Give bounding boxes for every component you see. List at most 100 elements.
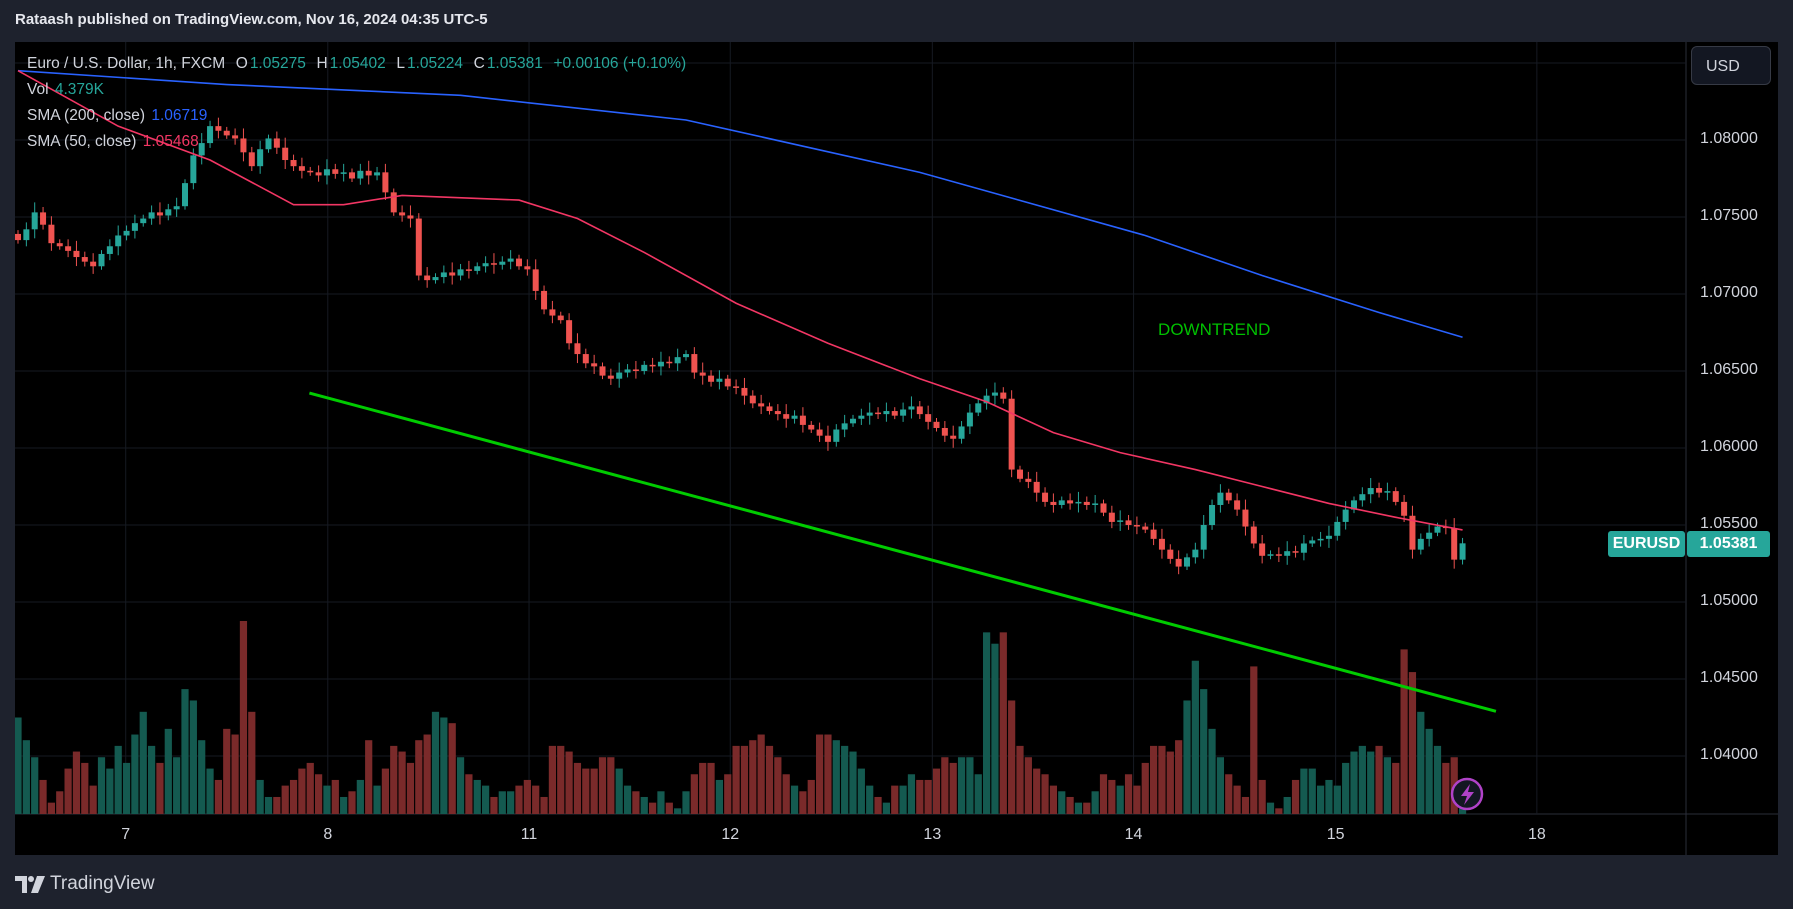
candle-body	[666, 361, 673, 364]
volume-bar	[1124, 774, 1133, 814]
candle-body	[182, 183, 188, 207]
low-label: L	[396, 55, 405, 72]
candle-body	[165, 209, 172, 216]
currency-button[interactable]: USD	[1691, 46, 1771, 85]
candle-body	[549, 309, 556, 316]
volume-bar	[1175, 740, 1183, 814]
volume-bar	[532, 785, 540, 814]
candle-body	[215, 126, 222, 131]
volume-bar	[640, 796, 648, 814]
sma200-label: SMA (200, close)	[27, 107, 146, 124]
volume-bar	[974, 774, 982, 814]
sma200-value: 1.06719	[151, 107, 208, 124]
volume-bar	[874, 796, 882, 814]
volume-bar	[782, 774, 790, 814]
volume-bar	[1208, 728, 1216, 814]
candle-body	[465, 269, 472, 271]
candle-body	[340, 172, 347, 174]
candle-body	[958, 426, 965, 439]
candle-body	[207, 126, 214, 144]
volume-bar	[757, 734, 765, 814]
volume-bar	[448, 723, 456, 814]
volume-bar	[899, 785, 907, 814]
candle-body	[248, 152, 255, 167]
candle-body	[657, 361, 664, 367]
candle-body	[1050, 501, 1057, 505]
candle-body	[140, 218, 147, 224]
candle-body	[925, 414, 932, 422]
candle-body	[591, 363, 598, 367]
candle-body	[624, 369, 631, 373]
candle-body	[1217, 492, 1224, 505]
volume-bar	[1250, 666, 1258, 814]
volume-bar	[323, 785, 331, 814]
event-lightning-icon[interactable]	[1450, 777, 1484, 811]
volume-bar	[114, 745, 122, 814]
candle-body	[532, 269, 539, 291]
high-label: H	[316, 55, 328, 72]
candle-body	[1017, 469, 1023, 479]
candle-body	[774, 411, 781, 415]
close-label: C	[473, 55, 485, 72]
volume-bar	[81, 762, 89, 814]
close-value: 1.05381	[486, 55, 543, 72]
candle-body	[273, 138, 280, 148]
candle-body	[883, 411, 890, 415]
legend-sma200[interactable]: SMA (200, close) 1.06719	[27, 107, 209, 125]
candle-body	[115, 235, 122, 247]
candle-body	[516, 258, 522, 267]
volume-bar	[623, 785, 632, 814]
volume-bar	[423, 734, 431, 814]
candle-body	[440, 272, 447, 278]
volume-bar	[1308, 768, 1316, 814]
volume-bar	[1099, 774, 1108, 814]
candle-body	[900, 409, 907, 416]
volume-bar	[456, 757, 465, 814]
volume-bar	[598, 757, 607, 814]
candle-body	[616, 372, 623, 379]
volume-bar	[22, 740, 30, 814]
volume-bar	[1091, 791, 1099, 814]
volume-bar	[941, 757, 949, 814]
volume-bar	[1433, 745, 1442, 814]
downtrend-annotation[interactable]: DOWNTREND	[1158, 319, 1271, 339]
legend-symbol[interactable]: Euro / U.S. Dollar, 1h, FXCM	[27, 55, 226, 72]
volume-bar	[1342, 762, 1350, 814]
time-tick-label: 11	[520, 826, 538, 843]
candle-body	[691, 354, 698, 373]
candle-body	[1242, 509, 1249, 527]
candle-body	[1192, 549, 1199, 558]
tradingview-logo[interactable]: TradingView	[15, 873, 155, 895]
price-tick-label: 1.06500	[1700, 361, 1758, 378]
candle-body	[507, 258, 514, 262]
candle-body	[1317, 538, 1324, 541]
volume-bar	[97, 757, 106, 814]
candle-body	[198, 143, 205, 156]
volume-bar	[674, 808, 682, 814]
volume-bar	[1283, 796, 1291, 814]
volume-bar	[498, 791, 506, 814]
time-tick-label: 7	[121, 826, 131, 843]
candle-body	[131, 223, 138, 231]
volume-bar	[774, 757, 782, 814]
price-tick-label: 1.07500	[1700, 207, 1758, 224]
candle-body	[1275, 554, 1282, 556]
change-value: +0.00106 (+0.10%)	[553, 55, 687, 72]
candle-body	[1025, 478, 1032, 482]
legend-volume[interactable]: Vol 4.379K	[27, 81, 106, 99]
volume-bar	[957, 757, 966, 814]
volume-bar	[1442, 762, 1450, 814]
candle-body	[240, 138, 247, 153]
legend-sma50[interactable]: SMA (50, close) 1.05468	[27, 133, 201, 151]
volume-bar	[340, 796, 348, 814]
candle-body	[407, 215, 414, 219]
price-tick-label: 1.05000	[1700, 592, 1758, 609]
candle-body	[1150, 529, 1157, 539]
candle-body	[833, 429, 840, 442]
candle-body	[1325, 535, 1332, 539]
candle-body	[1284, 551, 1291, 556]
volume-bar	[649, 802, 657, 814]
tradingview-logo-icon	[15, 875, 45, 893]
volume-bar	[1392, 762, 1400, 814]
